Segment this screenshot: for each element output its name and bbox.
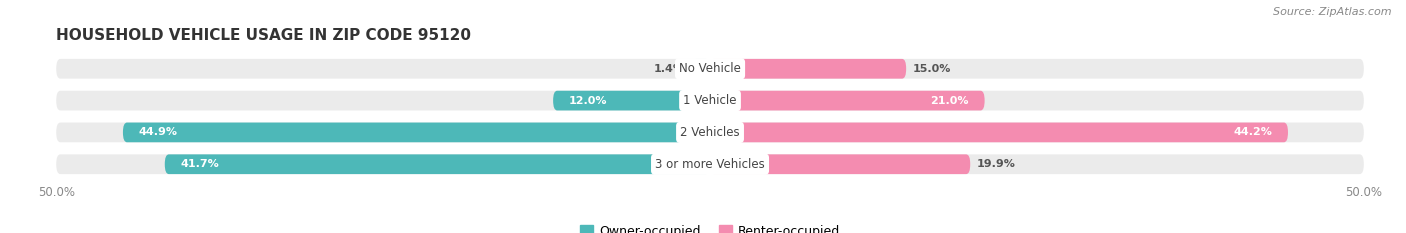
FancyBboxPatch shape [56,91,710,110]
FancyBboxPatch shape [56,154,710,174]
Text: 1 Vehicle: 1 Vehicle [683,94,737,107]
FancyBboxPatch shape [692,59,710,79]
FancyBboxPatch shape [710,91,1364,110]
FancyBboxPatch shape [56,59,710,79]
FancyBboxPatch shape [710,123,1288,142]
FancyBboxPatch shape [710,59,905,79]
FancyBboxPatch shape [710,154,970,174]
FancyBboxPatch shape [710,59,1364,79]
Text: 3 or more Vehicles: 3 or more Vehicles [655,158,765,171]
Legend: Owner-occupied, Renter-occupied: Owner-occupied, Renter-occupied [575,220,845,233]
Text: 12.0%: 12.0% [569,96,607,106]
FancyBboxPatch shape [165,154,710,174]
FancyBboxPatch shape [710,123,1364,142]
Text: 15.0%: 15.0% [912,64,950,74]
Text: 1.4%: 1.4% [654,64,685,74]
FancyBboxPatch shape [553,91,710,110]
FancyBboxPatch shape [710,91,984,110]
Text: 2 Vehicles: 2 Vehicles [681,126,740,139]
Text: 44.9%: 44.9% [139,127,177,137]
FancyBboxPatch shape [56,123,710,142]
Text: Source: ZipAtlas.com: Source: ZipAtlas.com [1274,7,1392,17]
Text: HOUSEHOLD VEHICLE USAGE IN ZIP CODE 95120: HOUSEHOLD VEHICLE USAGE IN ZIP CODE 9512… [56,28,471,43]
Text: No Vehicle: No Vehicle [679,62,741,75]
Text: 41.7%: 41.7% [180,159,219,169]
FancyBboxPatch shape [710,154,1364,174]
Text: 21.0%: 21.0% [931,96,969,106]
Text: 44.2%: 44.2% [1233,127,1272,137]
Text: 19.9%: 19.9% [977,159,1015,169]
FancyBboxPatch shape [122,123,710,142]
